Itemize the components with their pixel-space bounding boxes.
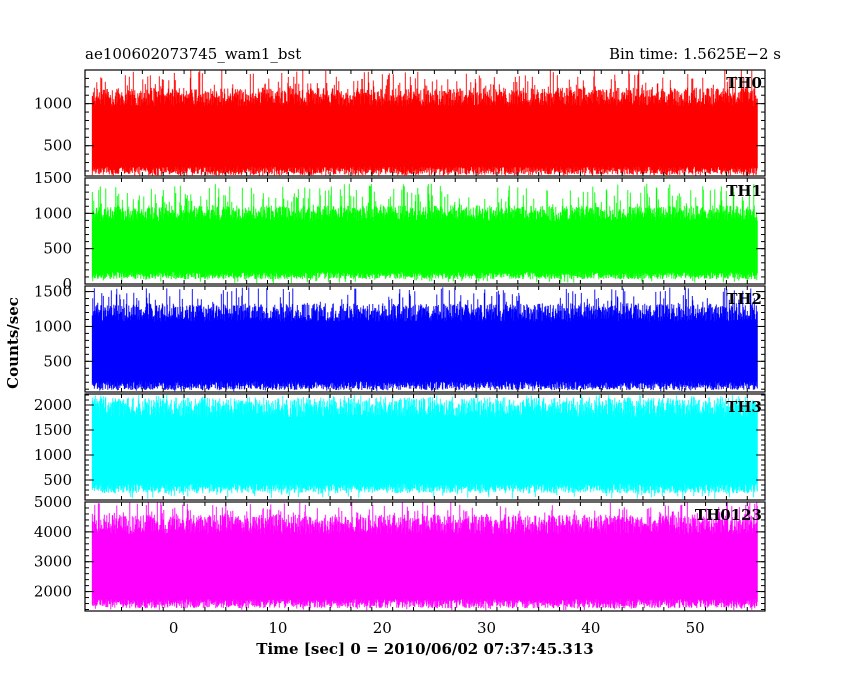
y-tick-label: 2000 bbox=[34, 583, 72, 601]
y-tick-label: 500 bbox=[43, 137, 72, 155]
x-tick-label: 50 bbox=[686, 619, 705, 637]
panel-label: TH2 bbox=[726, 290, 762, 308]
x-axis-label: Time [sec] 0 = 2010/06/02 07:37:45.313 bbox=[256, 640, 593, 658]
y-tick-label: 0 bbox=[62, 275, 72, 293]
y-tick-label: 500 bbox=[43, 471, 72, 489]
panel-th0123: 2000 3000 4000 5000 TH0123 bbox=[34, 493, 766, 612]
x-tick-label: 10 bbox=[268, 619, 287, 637]
y-tick-label: 2000 bbox=[34, 396, 72, 414]
panel-label: TH0 bbox=[726, 74, 762, 92]
panel-frame bbox=[84, 69, 766, 177]
panel-frame bbox=[84, 393, 766, 501]
x-tick-label: 30 bbox=[477, 619, 496, 637]
x-tick-label: 0 bbox=[169, 619, 179, 637]
y-tick-label: 1000 bbox=[34, 317, 72, 335]
panel-label: TH3 bbox=[726, 398, 762, 416]
bin-time-label: Bin time: 1.5625E−2 s bbox=[609, 45, 781, 63]
panel-th0: 500 1000 TH0 bbox=[34, 69, 766, 177]
y-tick-label: 3000 bbox=[34, 553, 72, 571]
y-tick-label: 500 bbox=[43, 240, 72, 258]
y-tick-label: 4000 bbox=[34, 523, 72, 541]
y-axis-label: Counts/sec bbox=[4, 297, 22, 389]
series-th1 bbox=[91, 183, 758, 284]
y-tick-label: 1000 bbox=[34, 446, 72, 464]
y-tick-label: 1000 bbox=[34, 95, 72, 113]
y-tick-label: 1500 bbox=[34, 421, 72, 439]
series-th3 bbox=[91, 395, 758, 499]
panel-th3: 500 1000 1500 2000 TH3 bbox=[34, 393, 766, 501]
y-tick-label: 1500 bbox=[34, 169, 72, 187]
panel-th2: 500 1000 1500 TH2 bbox=[34, 283, 766, 393]
x-tick-label: 40 bbox=[581, 619, 600, 637]
series-th2 bbox=[91, 287, 758, 392]
y-tick-label: 1000 bbox=[34, 204, 72, 222]
panel-th1: 0 500 1000 1500 TH1 bbox=[34, 169, 766, 293]
panel-label: TH0123 bbox=[695, 506, 762, 524]
y-tick-label: 500 bbox=[43, 352, 72, 370]
panel-frame bbox=[84, 285, 766, 393]
x-axis: 0 10 20 30 40 50 bbox=[169, 619, 705, 637]
panel-frame bbox=[84, 177, 766, 285]
series-th0 bbox=[91, 70, 758, 176]
panel-frame bbox=[84, 501, 766, 612]
chart-title: ae100602073745_wam1_bst bbox=[85, 45, 301, 63]
x-tick-label: 20 bbox=[373, 619, 392, 637]
y-tick-label: 5000 bbox=[34, 493, 72, 511]
panel-label: TH1 bbox=[726, 182, 762, 200]
y-tick-label: 1500 bbox=[34, 283, 72, 301]
series-th0123 bbox=[91, 502, 758, 611]
